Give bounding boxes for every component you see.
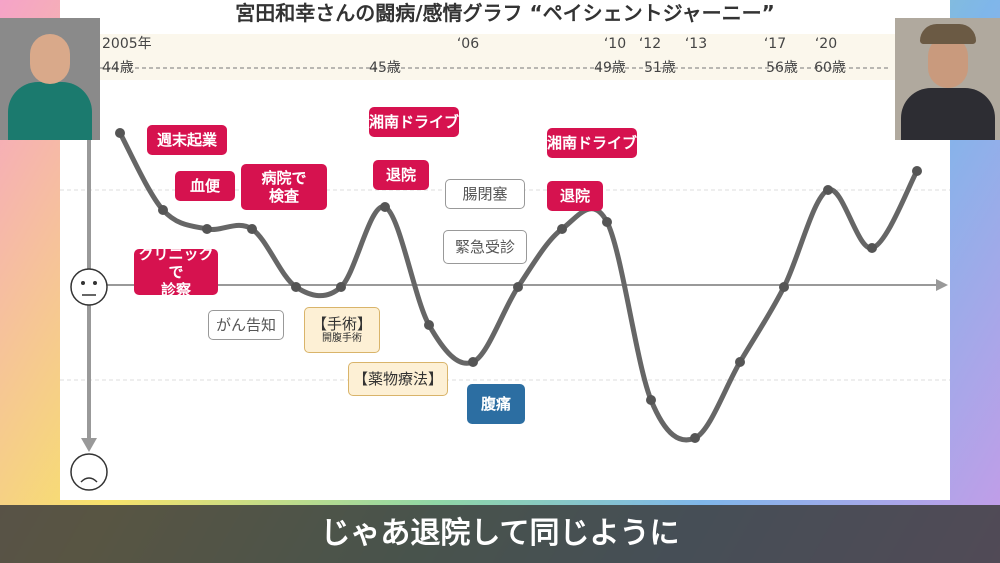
callout-text: 腹痛 — [480, 395, 511, 413]
age-label: 56歳 — [766, 60, 798, 76]
callout: 退院 — [547, 181, 603, 211]
curve-point — [247, 224, 257, 234]
curve-point — [602, 217, 612, 227]
year-label: ‘12 — [639, 36, 661, 52]
subtitle-caption: じゃあ退院して同じように — [0, 505, 1000, 563]
callout-text: 血便 — [189, 177, 220, 195]
webcam-right — [895, 18, 1000, 140]
curve-point — [912, 166, 922, 176]
curve-point — [823, 185, 833, 195]
timeline-band — [60, 34, 950, 80]
callout: 緊急受診 — [443, 230, 527, 264]
curve-point — [646, 395, 656, 405]
callout-text: 腸閉塞 — [462, 185, 508, 203]
webcam-left — [0, 18, 100, 140]
callout: 【薬物療法】 — [348, 362, 448, 396]
callout-text: 病院で — [261, 169, 307, 187]
callout-text: 退院 — [559, 187, 590, 205]
callout: 腹痛 — [467, 384, 525, 424]
year-label: ‘06 — [457, 36, 479, 52]
callout-text: 退院 — [385, 166, 416, 184]
axis-arrow — [81, 438, 97, 452]
curve-point — [424, 320, 434, 330]
callout: 腸閉塞 — [445, 179, 525, 209]
age-label: 51歳 — [644, 60, 676, 76]
curve-point — [336, 282, 346, 292]
age-label: 49歳 — [594, 60, 626, 76]
callout-text: 【薬物療法】 — [352, 370, 443, 388]
age-label: 45歳 — [369, 60, 401, 76]
callout-text: 週末起業 — [156, 131, 217, 149]
curve-point — [779, 282, 789, 292]
curve-point — [867, 243, 877, 253]
callout: がん告知 — [208, 310, 284, 340]
callout-text: 検査 — [268, 187, 299, 205]
axis-arrow — [936, 279, 948, 291]
callout: 病院で 検査 — [241, 164, 327, 210]
callout: 血便 — [175, 171, 235, 201]
callout: 退院 — [373, 160, 429, 190]
callout-text: がん告知 — [215, 316, 276, 334]
curve-point — [115, 128, 125, 138]
curve-point — [380, 202, 390, 212]
emotion-curve — [117, 131, 920, 443]
callout-text: 開腹手術 — [322, 333, 362, 344]
callout: 【手術】 開腹手術 — [304, 307, 380, 353]
callout: 湘南ドライブ — [369, 107, 459, 137]
sad-face — [70, 453, 108, 491]
callout-text: 湘南ドライブ — [547, 134, 638, 152]
callout-text: 【手術】 — [311, 315, 372, 333]
curve-point — [468, 357, 478, 367]
title: 宮田和幸さんの闘病/感情グラフ “ペイシェントジャーニー” — [235, 1, 775, 25]
curve-point — [735, 357, 745, 367]
slide: 宮田和幸さんの闘病/感情グラフ “ペイシェントジャーニー” 2005年 ‘06 ‘1… — [60, 0, 950, 500]
callout-text: 診察 — [160, 281, 191, 299]
callout-text: クリニックで — [138, 245, 214, 281]
curve-point — [158, 205, 168, 215]
curve-point — [690, 433, 700, 443]
age-label: 44歳 — [102, 60, 134, 76]
graph: 宮田和幸さんの闘病/感情グラフ “ペイシェントジャーニー” 2005年 ‘06 ‘1… — [60, 1, 950, 491]
age-label: 60歳 — [814, 60, 846, 76]
year-label: ‘17 — [764, 36, 786, 52]
curve-point — [291, 282, 301, 292]
neutral-face — [70, 268, 108, 306]
year-label: ‘20 — [815, 36, 837, 52]
year-label: ‘13 — [685, 36, 707, 52]
callout-text: 湘南ドライブ — [369, 113, 460, 131]
callout: クリニックで 診察 — [134, 245, 218, 299]
year-label: ‘10 — [604, 36, 626, 52]
callout: 湘南ドライブ — [547, 128, 637, 158]
curve-point — [513, 282, 523, 292]
callout-text: 緊急受診 — [454, 238, 515, 256]
callout: 週末起業 — [147, 125, 227, 155]
curve-point — [557, 224, 567, 234]
curve-point — [202, 224, 212, 234]
year-label: 2005年 — [102, 36, 152, 52]
